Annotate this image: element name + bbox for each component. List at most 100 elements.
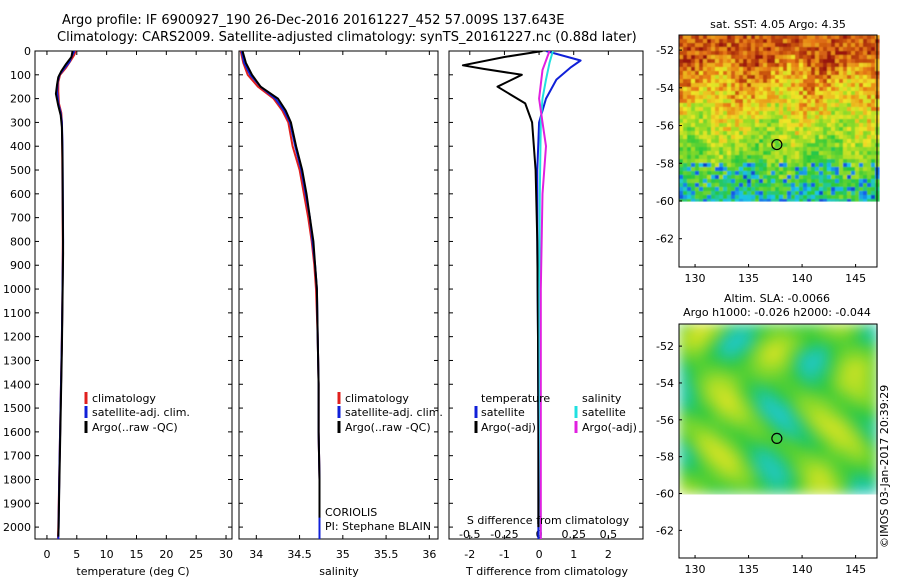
heatmap-cell — [711, 119, 716, 124]
heatmap-cell — [865, 474, 872, 481]
heatmap-cell — [823, 103, 828, 108]
heatmap-cell — [763, 456, 770, 463]
heatmap-cell — [793, 444, 800, 451]
heatmap-cell — [687, 151, 692, 156]
heatmap-cell — [695, 183, 700, 188]
heatmap-cell — [697, 402, 704, 409]
heatmap-cell — [727, 480, 734, 487]
heatmap-cell — [775, 87, 780, 92]
heatmap-cell — [679, 378, 686, 385]
heatmap-cell — [775, 462, 782, 469]
heatmap-cell — [687, 83, 692, 88]
heatmap-cell — [751, 91, 756, 96]
heatmap-cell — [779, 151, 784, 156]
heatmap-cell — [871, 147, 876, 152]
heatmap-cell — [799, 59, 804, 64]
difference-legend-temp-argo: Argo(-adj) — [481, 421, 536, 434]
heatmap-cell — [699, 95, 704, 100]
heatmap-cell — [743, 127, 748, 132]
heatmap-cell — [779, 83, 784, 88]
heatmap-cell — [783, 51, 788, 56]
heatmap-cell — [723, 75, 728, 80]
heatmap-cell — [711, 39, 716, 44]
heatmap-cell — [859, 426, 866, 433]
heatmap-cell — [747, 135, 752, 140]
heatmap-cell — [691, 143, 696, 148]
heatmap-cell — [795, 167, 800, 172]
heatmap-cell — [685, 462, 692, 469]
heatmap-cell — [791, 103, 796, 108]
heatmap-cell — [819, 119, 824, 124]
heatmap-cell — [851, 43, 856, 48]
heatmap-cell — [743, 91, 748, 96]
heatmap-cell — [793, 420, 800, 427]
heatmap-cell — [779, 171, 784, 176]
heatmap-cell — [859, 378, 866, 385]
heatmap-cell — [865, 396, 872, 403]
heatmap-cell — [711, 175, 716, 180]
heatmap-cell — [855, 63, 860, 68]
heatmap-cell — [759, 155, 764, 160]
heatmap-cell — [811, 462, 818, 469]
heatmap-cell — [679, 103, 684, 108]
heatmap-cell — [679, 119, 684, 124]
heatmap-cell — [707, 179, 712, 184]
heatmap-cell — [787, 474, 794, 481]
heatmap-cell — [691, 462, 698, 469]
heatmap-cell — [799, 324, 806, 331]
heatmap-cell — [763, 408, 770, 415]
heatmap-cell — [715, 492, 722, 495]
heatmap-cell — [687, 139, 692, 144]
heatmap-cell — [751, 330, 758, 337]
heatmap-cell — [847, 462, 854, 469]
heatmap-cell — [723, 91, 728, 96]
heatmap-cell — [855, 51, 860, 56]
heatmap-cell — [805, 408, 812, 415]
heatmap-cell — [685, 348, 692, 355]
heatmap-cell — [755, 127, 760, 132]
heatmap-cell — [827, 163, 832, 168]
heatmap-cell — [867, 159, 872, 164]
heatmap-cell — [827, 99, 832, 104]
heatmap-cell — [839, 175, 844, 180]
heatmap-cell — [709, 390, 716, 397]
heatmap-cell — [799, 486, 806, 493]
heatmap-cell — [759, 183, 764, 188]
heatmap-cell — [859, 360, 866, 367]
heatmap-cell — [829, 324, 836, 331]
heatmap-cell — [823, 408, 830, 415]
heatmap-cell — [757, 486, 764, 493]
heatmap-cell — [775, 51, 780, 56]
heatmap-cell — [815, 55, 820, 60]
heatmap-cell — [771, 179, 776, 184]
heatmap-cell — [807, 155, 812, 160]
heatmap-cell — [719, 71, 724, 76]
heatmap-cell — [839, 55, 844, 60]
heatmap-cell — [859, 342, 866, 349]
heatmap-cell — [867, 171, 872, 176]
heatmap-cell — [865, 330, 872, 337]
heatmap-cell — [775, 171, 780, 176]
heatmap-cell — [851, 111, 856, 116]
heatmap-cell — [685, 456, 692, 463]
heatmap-cell — [823, 378, 830, 385]
heatmap-cell — [847, 396, 854, 403]
heatmap-cell — [847, 336, 854, 343]
heatmap-cell — [731, 107, 736, 112]
heatmap-cell — [743, 99, 748, 104]
heatmap-cell — [799, 91, 804, 96]
heatmap-cell — [863, 107, 868, 112]
heatmap-cell — [835, 420, 842, 427]
heatmap-cell — [779, 59, 784, 64]
heatmap-cell — [739, 480, 746, 487]
heatmap-cell — [787, 59, 792, 64]
heatmap-cell — [829, 414, 836, 421]
heatmap-cell — [707, 195, 712, 200]
heatmap-cell — [811, 79, 816, 84]
heatmap-cell — [763, 63, 768, 68]
heatmap-cell — [847, 468, 854, 475]
heatmap-cell — [847, 35, 852, 40]
heatmap-cell — [747, 187, 752, 192]
heatmap-cell — [727, 456, 734, 463]
heatmap-cell — [799, 163, 804, 168]
